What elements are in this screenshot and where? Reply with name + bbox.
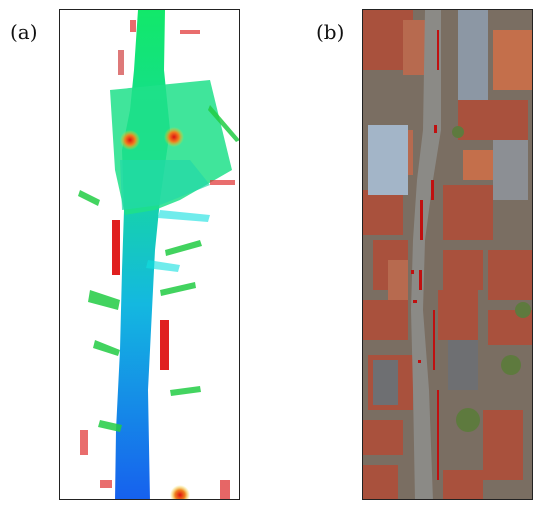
aerial-photo	[363, 10, 532, 499]
point-cloud-image	[60, 10, 239, 499]
panel-b-label: (b)	[316, 20, 345, 44]
panel-a-label: (a)	[10, 20, 38, 44]
aerial-image-panel	[362, 9, 533, 500]
point-cloud-panel	[59, 9, 240, 500]
